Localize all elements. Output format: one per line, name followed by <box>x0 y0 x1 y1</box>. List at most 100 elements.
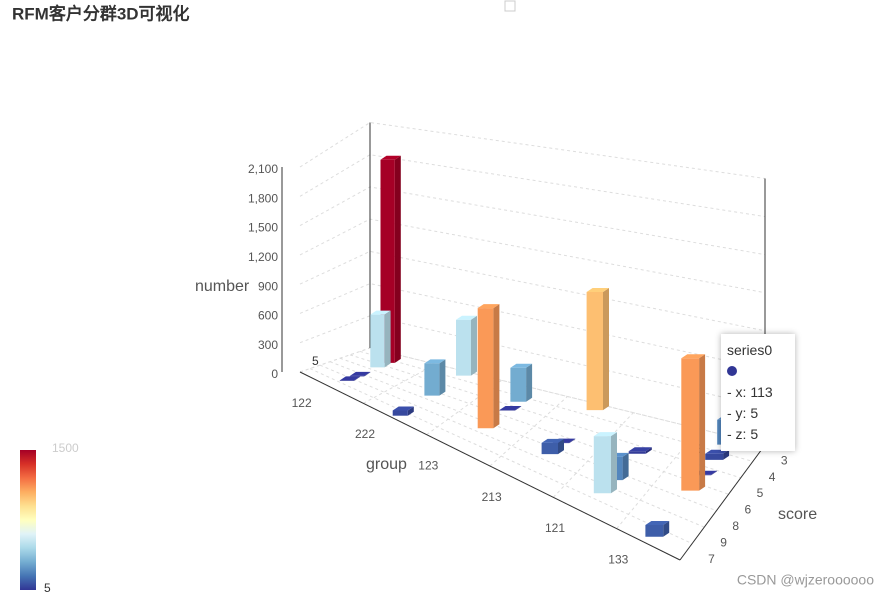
bar <box>499 406 522 411</box>
bar-side <box>699 354 706 491</box>
bar-side <box>663 521 670 537</box>
z-tick-label: 1,800 <box>248 191 278 205</box>
pointer-label: 5 <box>312 354 319 368</box>
x-tick-label: 222 <box>355 427 375 441</box>
bar-top <box>424 359 446 364</box>
y-tick-label: 7 <box>708 552 715 566</box>
bar-side <box>439 359 446 396</box>
bar-top <box>541 438 564 443</box>
tooltip-title: series0 <box>727 342 773 358</box>
y-tick-label: 5 <box>757 486 764 500</box>
legend-icon[interactable] <box>504 0 516 12</box>
bar-side <box>603 288 609 411</box>
bar-top <box>339 376 361 381</box>
z-tick-label: 2,100 <box>248 162 278 176</box>
z-tick-label: 900 <box>258 279 278 293</box>
bar <box>477 304 500 429</box>
x-tick-label: 213 <box>482 490 502 504</box>
floor-grid <box>363 363 437 404</box>
bar-top <box>477 304 500 309</box>
tooltip-line: - z: 5 <box>727 426 759 442</box>
x-axis-name: group <box>366 456 407 473</box>
z-tick-label: 0 <box>271 367 278 381</box>
bar-side <box>384 310 391 368</box>
bar-side <box>471 315 477 376</box>
floor-grid <box>339 357 729 495</box>
bar <box>370 310 391 368</box>
grid-line <box>299 121 766 179</box>
z-tick-label: 600 <box>258 309 278 323</box>
bar-side <box>645 447 652 454</box>
bar-top <box>628 447 652 452</box>
bar-front <box>645 525 664 537</box>
bar-side <box>407 406 414 416</box>
bar <box>339 376 361 381</box>
bar <box>424 359 446 396</box>
bar-front <box>628 451 646 454</box>
floor-grid <box>309 368 693 545</box>
bar-side <box>711 470 718 476</box>
bar-side <box>515 406 522 411</box>
bar <box>541 438 564 455</box>
tooltip: series0 - x: 113 - y: 5 - z: 5 <box>721 334 795 451</box>
bar <box>586 288 609 411</box>
x-axis <box>299 371 681 561</box>
bar-top <box>510 363 533 368</box>
floor-grid <box>489 396 568 467</box>
bar-top <box>349 371 371 376</box>
bar-side <box>493 304 500 429</box>
grid-line <box>299 283 766 370</box>
bar-front <box>705 453 724 460</box>
bar-front <box>541 442 558 455</box>
z-tick-label: 1,200 <box>248 250 278 264</box>
y-tick-label: 8 <box>732 519 739 533</box>
bar-front <box>370 314 385 368</box>
floor-grid <box>299 347 371 373</box>
plot-area: 0 300 600 900 1,200 1,500 1,800 2,100 122 222 123 2… <box>248 121 788 567</box>
bar-front <box>586 292 603 411</box>
bar-side <box>622 452 629 481</box>
bar <box>456 315 477 376</box>
y-tick-label: 4 <box>769 470 776 484</box>
bar-front <box>681 358 700 491</box>
bar-top <box>392 406 414 411</box>
y-tick-label: 9 <box>720 536 727 550</box>
bar <box>593 432 617 494</box>
bar-front <box>392 410 408 416</box>
tooltip-line: - y: 5 <box>727 405 759 421</box>
bar-side <box>558 438 564 455</box>
y-tick-label: 3 <box>781 453 788 467</box>
bar <box>681 354 706 491</box>
visual-map-bar[interactable] <box>20 450 36 590</box>
bar-front <box>477 308 494 429</box>
chart-title: RFM客户分群3D可视化 <box>12 3 190 23</box>
bar-top <box>370 310 391 315</box>
bar <box>349 371 371 377</box>
floor-grid <box>552 412 634 498</box>
bar-side <box>526 363 533 402</box>
bar <box>645 521 670 537</box>
bar-top <box>593 432 617 437</box>
bar-top <box>586 288 609 292</box>
bar-side <box>364 371 371 377</box>
bar-top <box>380 155 401 160</box>
bar-front <box>349 375 365 377</box>
bar-side <box>354 376 361 381</box>
bar-front <box>593 436 611 494</box>
bar-side <box>569 438 576 444</box>
bar-top <box>681 354 706 359</box>
tooltip-line: - x: 113 <box>727 384 773 400</box>
y-axis-name: score <box>778 506 817 523</box>
bar-front <box>424 363 440 396</box>
x-tick-label: 133 <box>608 553 628 567</box>
bar-top <box>456 315 477 320</box>
bar-side <box>611 432 617 494</box>
x-tick-label: 123 <box>418 459 438 473</box>
floor-grid <box>349 354 741 479</box>
visual-map-max: 1500 <box>52 441 79 455</box>
y-axis <box>679 444 766 561</box>
visual-map-min: 5 <box>44 581 51 595</box>
bar-side <box>394 155 401 363</box>
